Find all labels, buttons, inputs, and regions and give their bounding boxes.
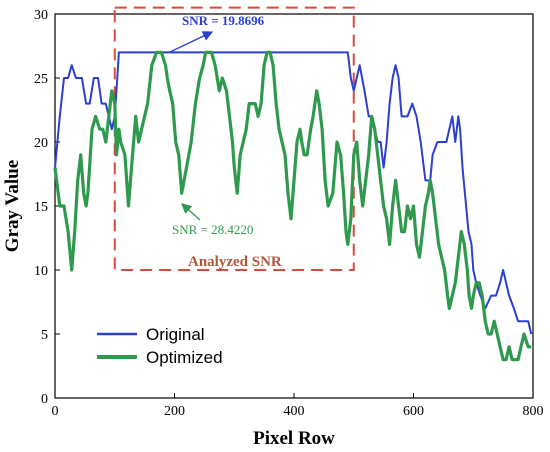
y-tick-label: 10: [34, 264, 48, 279]
legend-label-optimized: Optimized: [146, 348, 223, 367]
annotation-arrows: [169, 31, 214, 221]
x-tick-label: 600: [403, 404, 424, 419]
y-tick-label: 5: [41, 328, 48, 343]
series-group: [53, 50, 533, 362]
x-tick-label: 800: [523, 404, 544, 419]
plot-frame: [54, 13, 534, 399]
analyzed-snr-label: Analyzed SNR: [188, 254, 282, 270]
snr-original-label: SNR = 19.8696: [182, 13, 265, 28]
x-tick-label: 0: [52, 404, 59, 419]
y-tick-label: 25: [34, 72, 48, 87]
series-line-optimized: [53, 50, 532, 362]
x-axis-label: Pixel Row: [253, 428, 335, 449]
snr-original-arrow: [169, 31, 214, 53]
y-axis-label: Gray Value: [2, 160, 23, 252]
y-tick-label: 15: [34, 200, 48, 215]
legend-label-original: Original: [146, 325, 205, 344]
analyzed-region-box: [113, 6, 355, 271]
series-line-original: [54, 51, 533, 335]
snr-optimized-arrow: [181, 203, 201, 221]
x-tick-label: 400: [284, 404, 305, 419]
x-axis-ticks: 0 200 400 600 800: [52, 393, 544, 419]
legend: Original Optimized: [97, 325, 223, 367]
y-axis-ticks: 0 5 10 15 20 25 30: [34, 8, 60, 407]
y-tick-label: 0: [41, 392, 48, 407]
x-tick-label: 200: [164, 404, 185, 419]
y-tick-label: 20: [34, 136, 48, 151]
snr-optimized-label: SNR = 28.4220: [172, 222, 253, 237]
y-tick-label: 30: [34, 8, 48, 23]
